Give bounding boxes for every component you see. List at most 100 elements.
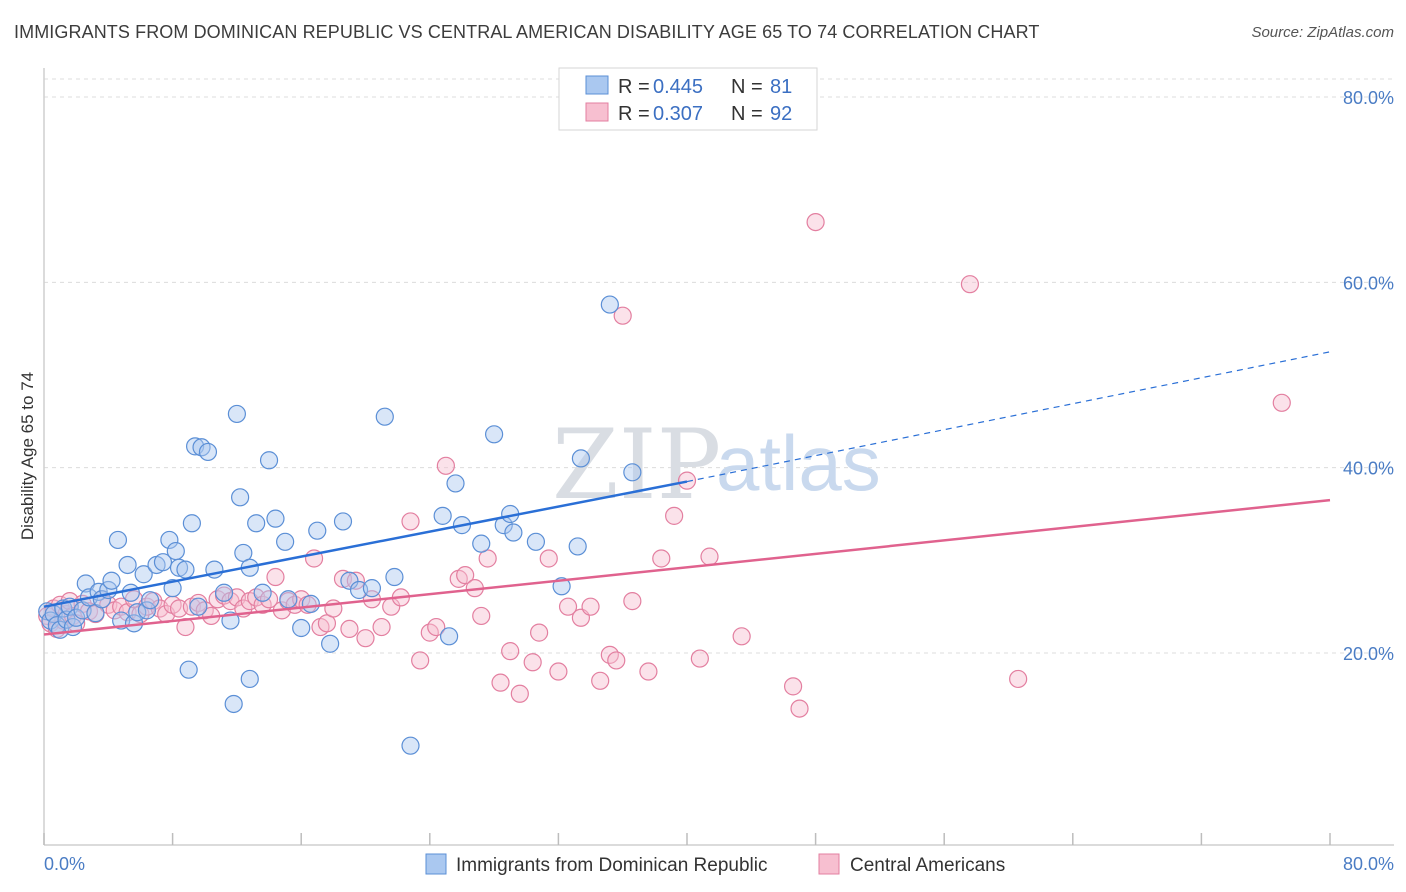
point-dominican-republic [485, 425, 504, 444]
legend: R = 0.445 N = 81 R = 0.307 N = 92 [558, 67, 818, 131]
point-central-americans [523, 653, 542, 672]
legend-n-value-2: 92 [770, 103, 792, 125]
point-dominican-republic [76, 574, 95, 593]
point-central-americans [652, 549, 671, 568]
point-central-americans [372, 617, 391, 637]
point-central-americans [456, 566, 475, 585]
point-central-americans [607, 651, 626, 670]
point-dominican-republic [166, 541, 185, 561]
legend-n-value-1: 81 [770, 76, 792, 98]
point-dominican-republic [137, 601, 156, 620]
point-dominican-republic [247, 514, 266, 533]
point-central-americans [259, 590, 279, 609]
point-dominican-republic [301, 594, 320, 613]
y-tick-label: 60.0% [1343, 273, 1394, 293]
point-dominican-republic [214, 583, 234, 602]
point-dominican-republic [118, 555, 137, 575]
series-dominican-republic [38, 295, 642, 755]
point-central-americans [356, 629, 375, 648]
legend-swatch-pink [585, 102, 609, 122]
point-central-americans [340, 619, 359, 639]
point-dominican-republic [526, 532, 545, 551]
point-dominican-republic [333, 512, 353, 531]
bottom-legend-label-blue: Immigrants from Dominican Republic [456, 855, 768, 876]
point-central-americans [530, 623, 549, 642]
point-central-americans [491, 673, 510, 692]
point-central-americans [591, 671, 610, 690]
point-dominican-republic [179, 660, 198, 679]
y-tick-label: 40.0% [1343, 459, 1394, 479]
point-dominican-republic [160, 530, 179, 550]
point-dominican-republic [321, 634, 340, 653]
legend-r-value-2: 0.307 [653, 103, 703, 125]
point-dominican-republic [67, 608, 86, 627]
point-dominican-republic [340, 571, 359, 590]
legend-swatch-blue [585, 75, 609, 95]
legend-r-value-1: 0.445 [653, 76, 703, 98]
point-central-americans [411, 651, 430, 670]
point-central-americans [960, 275, 980, 294]
point-central-americans [783, 677, 803, 696]
trendline-dominican-republic [43, 480, 688, 608]
bottom-legend: Immigrants from Dominican Republic Centr… [425, 853, 1005, 876]
point-central-americans [501, 642, 520, 661]
x-tick-label: 0.0% [44, 854, 85, 874]
point-dominican-republic [439, 627, 459, 646]
point-dominican-republic [182, 514, 201, 533]
point-dominican-republic [227, 404, 246, 424]
point-dominican-republic [189, 597, 208, 616]
point-central-americans [581, 597, 600, 616]
point-central-americans [1272, 393, 1291, 412]
point-central-americans [677, 471, 697, 490]
point-dominican-republic [292, 618, 311, 638]
chart-title: IMMIGRANTS FROM DOMINICAN REPUBLIC VS CE… [14, 22, 1040, 42]
point-dominican-republic [102, 571, 121, 590]
point-dominican-republic [308, 521, 327, 540]
legend-n-label-2: N = [731, 103, 763, 125]
point-dominican-republic [385, 567, 404, 587]
y-tick-label: 20.0% [1343, 644, 1394, 664]
point-dominican-republic [375, 407, 394, 426]
point-central-americans [549, 662, 568, 681]
y-tick-labels: 20.0% 40.0% 60.0% 80.0% [1343, 88, 1394, 664]
point-dominican-republic [224, 694, 243, 714]
point-central-americans [436, 456, 455, 475]
point-central-americans [266, 567, 285, 587]
legend-n-label-1: N = [731, 76, 763, 98]
point-central-americans [623, 592, 642, 611]
point-dominican-republic [446, 474, 465, 493]
point-dominican-republic [176, 560, 195, 579]
axes [43, 68, 1394, 846]
point-dominican-republic [253, 583, 272, 602]
point-dominican-republic [571, 449, 591, 468]
point-dominican-republic [266, 509, 285, 528]
trend-lines [43, 351, 1331, 636]
bottom-legend-label-pink: Central Americans [850, 855, 1005, 876]
point-central-americans [690, 649, 709, 668]
point-dominican-republic [472, 534, 491, 553]
point-dominican-republic [401, 736, 420, 755]
point-dominican-republic [198, 442, 218, 462]
point-central-americans [790, 699, 809, 718]
point-central-americans [1009, 669, 1028, 689]
point-dominican-republic [231, 488, 250, 507]
legend-r-label-2: R = [618, 103, 650, 125]
point-dominican-republic [433, 506, 452, 525]
point-dominican-republic [279, 590, 298, 609]
point-dominican-republic [240, 669, 259, 689]
point-central-americans [401, 512, 420, 531]
point-central-americans [613, 306, 632, 325]
point-dominican-republic [259, 451, 279, 470]
point-central-americans [558, 597, 578, 616]
x-tick-label: 80.0% [1343, 854, 1394, 874]
watermark: ZIP atlas [552, 409, 881, 521]
y-axis-label: Disability Age 65 to 74 [18, 372, 37, 540]
point-dominican-republic [600, 295, 619, 314]
point-central-americans [806, 213, 825, 232]
point-dominican-republic [568, 537, 587, 556]
point-dominican-republic [504, 523, 523, 542]
point-central-americans [472, 606, 491, 626]
point-central-americans [700, 547, 719, 566]
trendline-central-americans [43, 498, 1331, 636]
